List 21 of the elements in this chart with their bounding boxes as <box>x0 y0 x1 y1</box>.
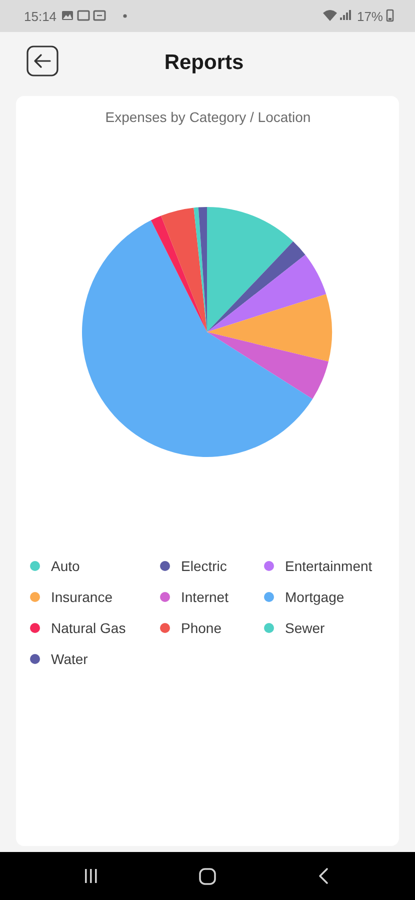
legend-label: Water <box>51 651 88 667</box>
legend-label: Phone <box>181 620 222 636</box>
legend-label: Mortgage <box>285 589 344 605</box>
legend-label: Entertainment <box>285 558 372 574</box>
pie-slice <box>150 216 207 332</box>
pie-slice <box>207 254 326 332</box>
chart-subtitle: Expenses by Category / Location <box>105 109 311 125</box>
legend-label: Insurance <box>51 589 113 605</box>
legend-label: Auto <box>51 558 80 574</box>
pie-slice <box>207 294 332 362</box>
legend-label: Electric <box>181 558 227 574</box>
chart-title: Reports <box>164 51 244 74</box>
pie-slice <box>82 220 313 457</box>
legend-label: Internet <box>181 589 229 605</box>
text: 15:14 <box>24 9 57 24</box>
legend-label: Natural Gas <box>51 620 126 636</box>
text: 17% <box>356 9 384 24</box>
legend-label: Sewer <box>285 620 326 636</box>
pie-slice <box>207 241 306 332</box>
pie-slice <box>160 208 207 332</box>
pie-slice <box>207 332 328 399</box>
